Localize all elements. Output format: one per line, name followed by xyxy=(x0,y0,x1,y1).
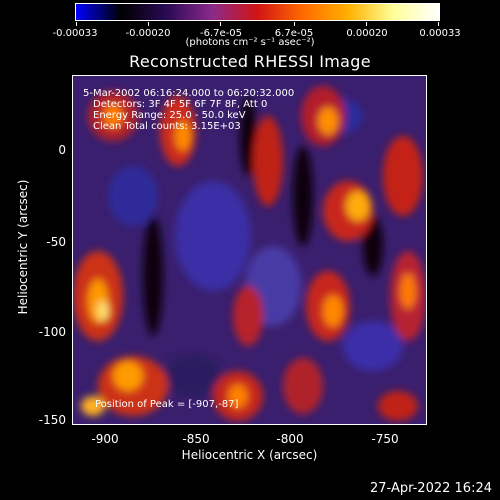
info-energy-range: Energy Range: 25.0 - 50.0 keV xyxy=(93,110,246,121)
image-features xyxy=(73,86,426,421)
info-clean-counts: Clean Total counts: 3.15E+03 xyxy=(93,121,241,132)
colorbar-tick-label: -6.7e-05 xyxy=(200,28,242,39)
rhessi-image-map xyxy=(73,76,426,424)
colorbar-tick xyxy=(366,22,367,26)
rhessi-image-plot: 5-Mar-2002 06:16:24.000 to 06:20:32.000 … xyxy=(72,75,427,425)
x-axis-title: Heliocentric X (arcsec) xyxy=(181,448,318,462)
colorbar xyxy=(75,3,440,26)
image-title: Reconstructed RHESSI Image xyxy=(129,52,371,71)
colorbar-tick xyxy=(438,22,439,26)
colorbar-tick-label: -0.00033 xyxy=(52,28,98,39)
y-tick-label: -100 xyxy=(38,325,66,339)
colorbar-tick xyxy=(76,22,77,26)
x-tick-label: -850 xyxy=(182,432,210,446)
peak-position-label: Position of Peak = [-907,-87] xyxy=(95,399,239,410)
colorbar-tick-label: 6.7e-05 xyxy=(274,28,314,39)
y-tick-label: 0 xyxy=(58,143,66,157)
info-time-range: 5-Mar-2002 06:16:24.000 to 06:20:32.000 xyxy=(83,88,295,99)
colorbar-gradient xyxy=(76,4,439,20)
colorbar-units: (photons cm⁻² s⁻¹ asec⁻²) xyxy=(185,37,315,48)
colorbar-tick-label: -0.00020 xyxy=(125,28,171,39)
footer-timestamp: 27-Apr-2022 16:24 xyxy=(370,481,492,496)
x-tick-label: -750 xyxy=(371,432,399,446)
x-tick-label: -900 xyxy=(91,432,119,446)
x-tick-label: -800 xyxy=(276,432,304,446)
y-axis-title: Heliocentric Y (arcsec) xyxy=(16,179,30,315)
y-tick-label: -50 xyxy=(46,235,66,249)
colorbar-tick xyxy=(294,22,295,26)
colorbar-tick-label: 0.00033 xyxy=(419,28,461,39)
y-tick-label: -150 xyxy=(38,413,66,427)
colorbar-tick xyxy=(148,22,149,26)
colorbar-tick-label: 0.00020 xyxy=(346,28,388,39)
colorbar-tick xyxy=(220,22,221,26)
info-detectors: Detectors: 3F 4F 5F 6F 7F 8F, Att 0 xyxy=(93,99,268,110)
